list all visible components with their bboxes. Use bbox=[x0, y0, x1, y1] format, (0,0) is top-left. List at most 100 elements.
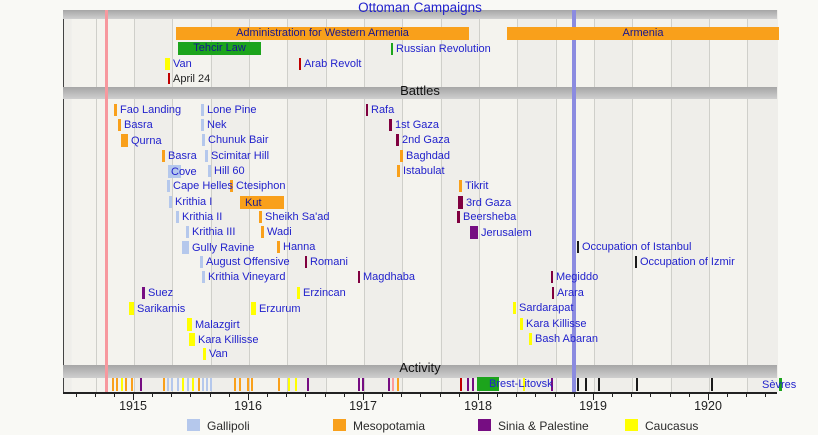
battle-label-nek[interactable]: Nek bbox=[207, 119, 227, 131]
battle-label-ctesiphon[interactable]: Ctesiphon bbox=[236, 180, 286, 192]
battle-label-lone-pine[interactable]: Lone Pine bbox=[207, 104, 257, 116]
battle-label-3rd-gaza[interactable]: 3rd Gaza bbox=[466, 197, 512, 209]
battle-marker-basra-2 bbox=[162, 150, 165, 162]
battle-label-beersheba[interactable]: Beersheba bbox=[463, 211, 517, 223]
battle-marker-basra bbox=[118, 119, 121, 131]
gridline bbox=[632, 10, 634, 392]
battle-label-krithia-iii[interactable]: Krithia III bbox=[192, 226, 236, 238]
battle-marker-2nd-gaza bbox=[396, 134, 399, 146]
battle-marker-hill-60 bbox=[208, 165, 211, 177]
battle-label-kara-killisse-2[interactable]: Kara Killisse bbox=[198, 334, 259, 346]
activity-tick-5 bbox=[140, 378, 142, 391]
battle-label-malazgirt[interactable]: Malazgirt bbox=[195, 319, 240, 331]
battle-label-chunuk-bair[interactable]: Chunuk Bair bbox=[208, 134, 269, 146]
battle-label-bash-abaran[interactable]: Bash Abaran bbox=[535, 333, 598, 345]
axis-minor-tick bbox=[669, 393, 671, 397]
activity-tick-8 bbox=[171, 378, 173, 391]
battle-label-megiddo[interactable]: Megiddo bbox=[556, 271, 599, 283]
gridline bbox=[364, 10, 365, 392]
activity-tick-35 bbox=[577, 378, 579, 391]
battle-label-van-2[interactable]: Van bbox=[209, 348, 228, 360]
axis-minor-tick bbox=[324, 393, 326, 397]
campaign-bar-label-tehcir-law[interactable]: Tehcir Law bbox=[193, 42, 246, 54]
battle-marker-baghdad bbox=[400, 150, 403, 162]
event-marker-arab-revolt bbox=[299, 58, 301, 70]
battle-marker-cove bbox=[168, 165, 181, 178]
gridline bbox=[172, 10, 174, 392]
battle-marker-occupation-of-izmir bbox=[635, 256, 637, 268]
brest-litovsk-label[interactable]: Brest-Litovsk bbox=[489, 378, 553, 390]
battle-label-gully-ravine[interactable]: Gully Ravine bbox=[192, 242, 255, 254]
battle-label-kara-killisse[interactable]: Kara Killisse bbox=[526, 318, 587, 330]
battle-marker-cape-helles bbox=[167, 180, 170, 192]
battle-label-fao-landing[interactable]: Fao Landing bbox=[120, 104, 182, 116]
activity-tick-27 bbox=[388, 378, 390, 391]
axis-minor-tick bbox=[516, 393, 518, 397]
battle-label-erzincan[interactable]: Erzincan bbox=[303, 287, 346, 299]
battle-marker-krithia-iii bbox=[186, 226, 189, 238]
battle-label-jerusalem[interactable]: Jerusalem bbox=[481, 227, 532, 239]
axis-minor-tick bbox=[113, 393, 115, 397]
battle-marker-megiddo bbox=[551, 271, 553, 283]
brest-litovsk-bar[interactable] bbox=[477, 377, 499, 391]
battle-label-wadi[interactable]: Wadi bbox=[267, 226, 292, 238]
axis-minor-tick bbox=[94, 393, 96, 397]
battle-label-istabulat[interactable]: Istabulat bbox=[403, 165, 445, 177]
battle-label-krithia-vineyard[interactable]: Krithia Vineyard bbox=[208, 271, 286, 283]
event-label-arab-revolt[interactable]: Arab Revolt bbox=[304, 58, 362, 70]
campaign-bar-tehcir-law bbox=[178, 42, 261, 55]
activity-tick-1 bbox=[116, 378, 118, 391]
event-label-russian-revolution[interactable]: Russian Revolution bbox=[396, 43, 491, 55]
legend-label-sinia-palestine: Sinia & Palestine bbox=[498, 419, 589, 433]
battle-label-erzurum[interactable]: Erzurum bbox=[259, 303, 301, 315]
battle-label-krithia-ii[interactable]: Krithia II bbox=[182, 211, 223, 223]
activity-tick-38 bbox=[636, 378, 638, 391]
battle-label-krithia-i[interactable]: Krithia I bbox=[175, 196, 213, 208]
battle-label-magdhaba[interactable]: Magdhaba bbox=[363, 271, 415, 283]
battle-label-arara[interactable]: Arara bbox=[557, 287, 584, 299]
battle-marker-jerusalem bbox=[470, 226, 478, 239]
activity-tick-16 bbox=[210, 378, 212, 391]
battle-label-sheikh-sa-ad[interactable]: Sheikh Sa'ad bbox=[265, 211, 330, 223]
battle-label-cove[interactable]: Cove bbox=[171, 166, 197, 178]
battle-label-suez[interactable]: Suez bbox=[148, 287, 174, 299]
sevres-label[interactable]: Sèvres bbox=[762, 379, 797, 391]
battle-marker-3rd-gaza bbox=[458, 196, 463, 209]
battle-marker-romani bbox=[305, 256, 307, 268]
axis-minor-tick bbox=[190, 393, 192, 397]
battle-label-hill-60[interactable]: Hill 60 bbox=[214, 165, 245, 177]
battle-label-basra-2[interactable]: Basra bbox=[168, 150, 197, 162]
battle-label-cape-helles[interactable]: Cape Helles bbox=[173, 180, 233, 192]
battle-label-sarikamis[interactable]: Sarikamis bbox=[137, 303, 186, 315]
legend-swatch-sinia-palestine bbox=[478, 419, 491, 431]
battle-label-romani[interactable]: Romani bbox=[310, 256, 348, 268]
battle-label-hanna[interactable]: Hanna bbox=[283, 241, 316, 253]
campaign-bar-label-administration-for-western-armenia[interactable]: Administration for Western Armenia bbox=[236, 27, 409, 39]
event-label-van[interactable]: Van bbox=[173, 58, 192, 70]
battle-marker-qurna bbox=[121, 134, 128, 147]
battle-label-occupation-of-istanbul[interactable]: Occupation of Istanbul bbox=[582, 241, 692, 253]
sevres-tick bbox=[779, 378, 782, 391]
campaign-bar-label-armenia[interactable]: Armenia bbox=[622, 27, 664, 39]
battle-label-qurna[interactable]: Qurna bbox=[131, 135, 162, 147]
axis-minor-tick bbox=[171, 393, 173, 397]
battle-label-scimitar-hill[interactable]: Scimitar Hill bbox=[211, 150, 270, 162]
year-label-1919: 1919 bbox=[579, 399, 607, 413]
battle-label-august-offensive[interactable]: August Offensive bbox=[206, 256, 290, 268]
axis-minor-tick bbox=[343, 393, 345, 397]
battle-label-basra[interactable]: Basra bbox=[124, 119, 153, 131]
battle-label-sardarapat[interactable]: Sardarapat bbox=[519, 302, 574, 314]
plot-area bbox=[63, 10, 778, 392]
battle-label-1st-gaza[interactable]: 1st Gaza bbox=[395, 119, 440, 131]
battle-label-2nd-gaza[interactable]: 2nd Gaza bbox=[402, 134, 450, 146]
battles-section-label: Battles bbox=[400, 83, 440, 98]
battle-marker-sarikamis bbox=[129, 302, 134, 315]
legend-swatch-mesopotamia bbox=[333, 419, 346, 431]
battle-label-rafa[interactable]: Rafa bbox=[371, 104, 395, 116]
battle-marker-gully-ravine bbox=[182, 241, 189, 254]
axis-minor-tick bbox=[497, 393, 499, 397]
battle-label-kut[interactable]: Kut bbox=[245, 197, 262, 209]
battle-label-tikrit[interactable]: Tikrit bbox=[465, 180, 489, 192]
battle-label-baghdad[interactable]: Baghdad bbox=[406, 150, 451, 162]
battle-label-occupation-of-izmir[interactable]: Occupation of Izmir bbox=[640, 256, 735, 268]
